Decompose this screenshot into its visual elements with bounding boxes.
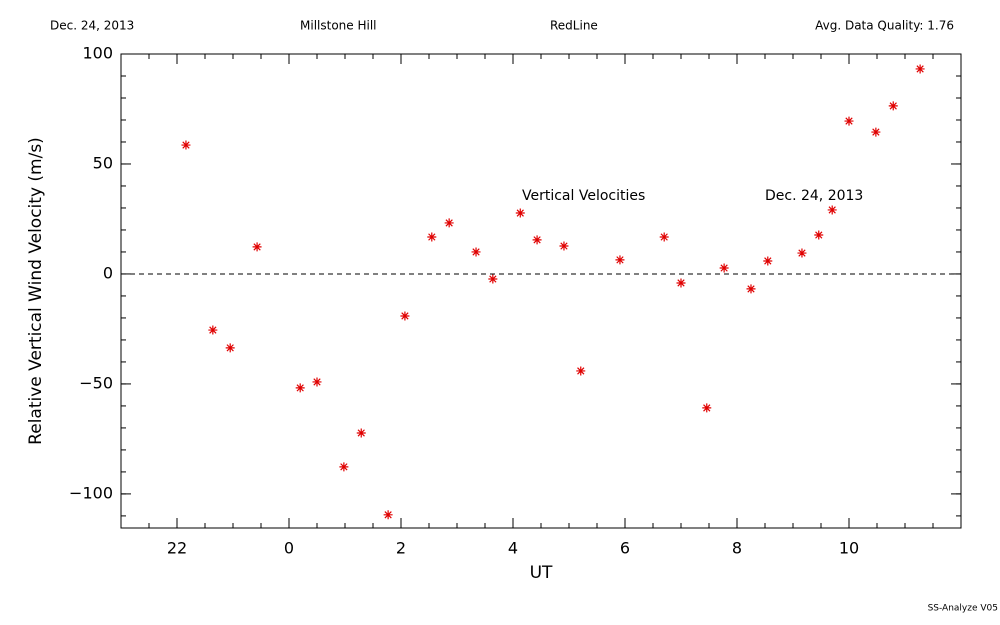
- point: [915, 64, 925, 74]
- x-tick-label: 10: [839, 539, 859, 558]
- annotation: Vertical Velocities: [522, 188, 645, 204]
- point: [719, 263, 729, 273]
- x-tick-label: 22: [167, 539, 187, 558]
- point: [676, 278, 686, 288]
- point: [400, 311, 410, 321]
- point: [559, 241, 569, 251]
- y-tick-label: −50: [79, 373, 113, 392]
- x-tick-label: 6: [620, 539, 630, 558]
- point: [746, 284, 756, 294]
- point: [576, 366, 586, 376]
- x-tick-label: 4: [508, 539, 518, 558]
- header-date: Dec. 24, 2013: [50, 19, 134, 33]
- point: [763, 256, 773, 266]
- y-tick-label: 100: [82, 44, 113, 63]
- footer: SS-Analyze V05: [928, 604, 998, 614]
- x-tick-label: 2: [396, 539, 406, 558]
- plot-frame: [120, 53, 962, 529]
- x-tick-label: 8: [732, 539, 742, 558]
- point: [659, 232, 669, 242]
- x-tick-label: 0: [284, 539, 294, 558]
- point: [702, 403, 712, 413]
- point: [339, 462, 349, 472]
- y-axis-label: Relative Vertical Wind Velocity (m/s): [26, 137, 46, 445]
- point: [383, 510, 393, 520]
- point: [252, 242, 262, 252]
- header-site: Millstone Hill: [300, 19, 376, 33]
- point: [814, 230, 824, 240]
- y-tick-label: 50: [93, 153, 113, 172]
- point: [295, 383, 305, 393]
- x-axis-label: UT: [530, 563, 553, 583]
- point: [615, 255, 625, 265]
- point: [444, 218, 454, 228]
- point: [356, 428, 366, 438]
- y-tick-label: 0: [103, 263, 113, 282]
- point: [515, 208, 525, 218]
- annotation: Dec. 24, 2013: [765, 188, 863, 204]
- header-instrument: RedLine: [550, 19, 598, 33]
- point: [181, 140, 191, 150]
- point: [471, 247, 481, 257]
- header-quality: Avg. Data Quality: 1.76: [815, 19, 954, 33]
- point: [797, 248, 807, 258]
- point: [827, 205, 837, 215]
- point: [208, 325, 218, 335]
- point: [312, 377, 322, 387]
- point: [888, 101, 898, 111]
- point: [427, 232, 437, 242]
- point: [844, 116, 854, 126]
- point: [488, 274, 498, 284]
- point: [225, 343, 235, 353]
- point: [532, 235, 542, 245]
- y-tick-label: −100: [69, 483, 113, 502]
- point: [871, 127, 881, 137]
